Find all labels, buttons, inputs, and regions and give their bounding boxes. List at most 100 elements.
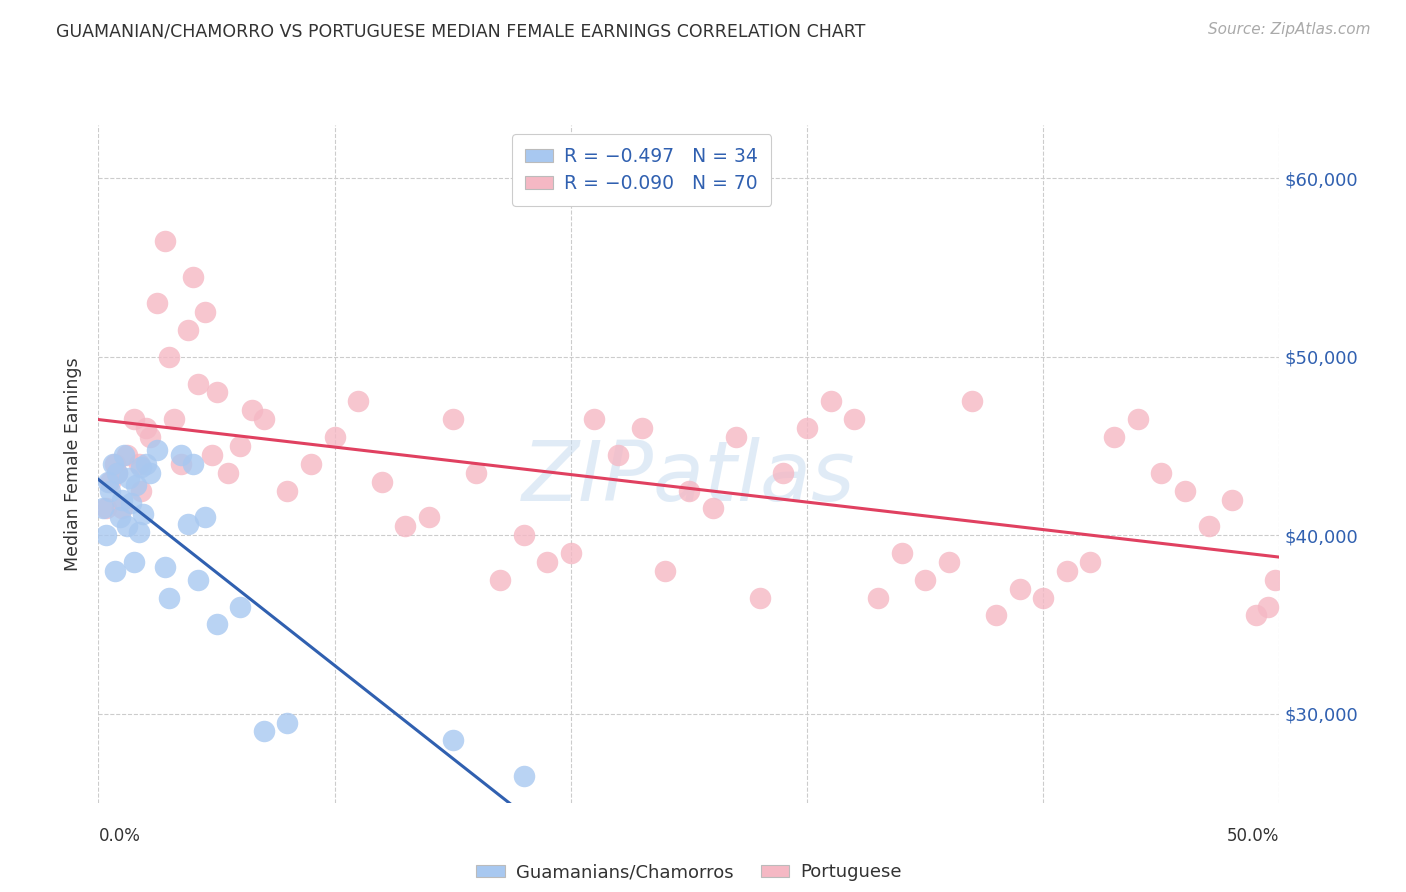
Point — [1008, 582, 1031, 596]
Point — [101, 457, 124, 471]
Point — [866, 591, 889, 605]
Point — [229, 599, 252, 614]
Point — [205, 385, 228, 400]
Point — [1032, 591, 1054, 605]
Point — [97, 475, 120, 489]
Point — [654, 564, 676, 578]
Point — [1102, 430, 1125, 444]
Point — [104, 457, 127, 471]
Point — [276, 715, 298, 730]
Point — [299, 457, 322, 471]
Point — [205, 617, 228, 632]
Point — [112, 448, 135, 462]
Point — [157, 350, 180, 364]
Point — [583, 412, 606, 426]
Point — [132, 507, 155, 521]
Point — [560, 546, 582, 560]
Point — [796, 421, 818, 435]
Point — [105, 466, 128, 480]
Point — [128, 457, 150, 471]
Point — [512, 528, 534, 542]
Point — [914, 573, 936, 587]
Text: 50.0%: 50.0% — [1227, 827, 1279, 845]
Point — [1257, 599, 1279, 614]
Point — [111, 492, 134, 507]
Point — [115, 448, 138, 462]
Point — [122, 555, 145, 569]
Point — [135, 421, 157, 435]
Point — [177, 517, 200, 532]
Point — [984, 608, 1007, 623]
Point — [725, 430, 748, 444]
Point — [135, 457, 157, 471]
Point — [1150, 466, 1173, 480]
Point — [938, 555, 960, 569]
Point — [153, 234, 176, 248]
Point — [201, 448, 224, 462]
Point — [678, 483, 700, 498]
Point — [187, 573, 209, 587]
Point — [170, 457, 193, 471]
Point — [115, 519, 138, 533]
Point — [536, 555, 558, 569]
Point — [104, 564, 127, 578]
Point — [170, 448, 193, 462]
Point — [181, 457, 204, 471]
Point — [1220, 492, 1243, 507]
Point — [217, 466, 239, 480]
Point — [181, 269, 204, 284]
Point — [253, 412, 276, 426]
Point — [962, 394, 984, 409]
Point — [153, 560, 176, 574]
Point — [146, 296, 169, 310]
Point — [1264, 573, 1286, 587]
Point — [1174, 483, 1197, 498]
Point — [240, 403, 263, 417]
Point — [177, 323, 200, 337]
Point — [1198, 519, 1220, 533]
Text: 0.0%: 0.0% — [98, 827, 141, 845]
Point — [371, 475, 394, 489]
Text: GUAMANIAN/CHAMORRO VS PORTUGUESE MEDIAN FEMALE EARNINGS CORRELATION CHART: GUAMANIAN/CHAMORRO VS PORTUGUESE MEDIAN … — [56, 22, 866, 40]
Point — [128, 524, 150, 539]
Point — [489, 573, 512, 587]
Point — [772, 466, 794, 480]
Point — [607, 448, 630, 462]
Point — [146, 442, 169, 457]
Point — [323, 430, 346, 444]
Point — [121, 496, 143, 510]
Point — [702, 501, 724, 516]
Point — [122, 412, 145, 426]
Legend: Guamanians/Chamorros, Portuguese: Guamanians/Chamorros, Portuguese — [468, 856, 910, 888]
Point — [111, 501, 134, 516]
Point — [108, 510, 131, 524]
Point — [194, 510, 217, 524]
Point — [129, 460, 152, 475]
Point — [94, 501, 117, 516]
Point — [1244, 608, 1267, 623]
Point — [118, 471, 141, 485]
Point — [157, 591, 180, 605]
Point — [347, 394, 370, 409]
Point — [105, 466, 128, 480]
Point — [125, 478, 148, 492]
Y-axis label: Median Female Earnings: Median Female Earnings — [65, 357, 83, 571]
Point — [1080, 555, 1102, 569]
Point — [441, 733, 464, 747]
Point — [1126, 412, 1149, 426]
Point — [91, 501, 114, 516]
Point — [465, 466, 488, 480]
Point — [98, 483, 121, 498]
Point — [187, 376, 209, 391]
Point — [94, 528, 117, 542]
Point — [630, 421, 652, 435]
Point — [748, 591, 770, 605]
Point — [229, 439, 252, 453]
Text: Source: ZipAtlas.com: Source: ZipAtlas.com — [1208, 22, 1371, 37]
Text: ZIPatlas: ZIPatlas — [522, 437, 856, 518]
Point — [1056, 564, 1078, 578]
Point — [129, 483, 152, 498]
Point — [890, 546, 912, 560]
Point — [512, 769, 534, 783]
Point — [820, 394, 842, 409]
